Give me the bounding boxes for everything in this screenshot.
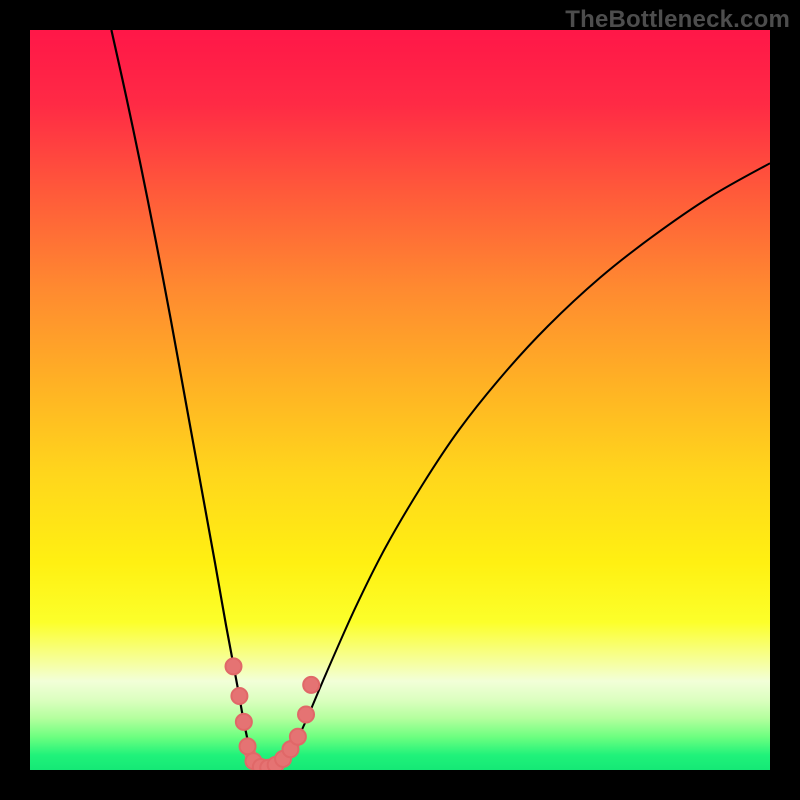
data-point bbox=[303, 677, 319, 693]
plot-background bbox=[30, 30, 770, 770]
data-point bbox=[236, 714, 252, 730]
bottleneck-chart bbox=[0, 0, 800, 800]
data-point bbox=[231, 688, 247, 704]
watermark-text: TheBottleneck.com bbox=[565, 6, 790, 34]
data-point bbox=[298, 707, 314, 723]
data-point bbox=[290, 729, 306, 745]
data-point bbox=[226, 658, 242, 674]
chart-frame: TheBottleneck.com bbox=[0, 0, 800, 800]
data-point bbox=[240, 738, 256, 754]
